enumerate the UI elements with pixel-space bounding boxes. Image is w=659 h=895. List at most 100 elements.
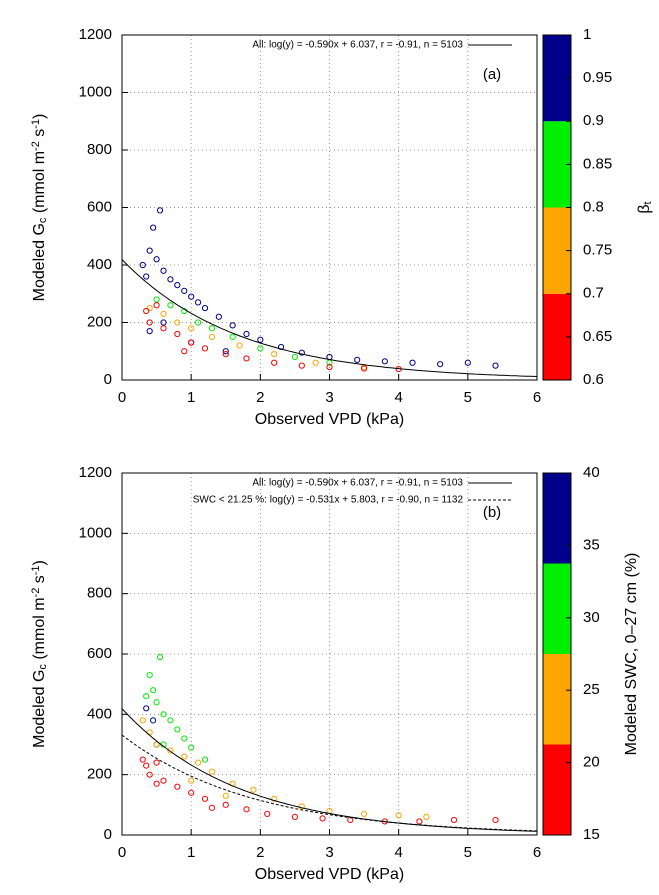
point bbox=[153, 780, 160, 787]
colorbar-tick-label: 25 bbox=[583, 681, 600, 698]
colorbar-tick-label: 30 bbox=[583, 609, 600, 626]
x-tick-label: 3 bbox=[325, 389, 333, 406]
x-tick-label: 0 bbox=[118, 844, 126, 861]
point bbox=[174, 726, 181, 733]
point bbox=[153, 741, 160, 748]
y-tick-label: 800 bbox=[87, 585, 112, 602]
point bbox=[437, 361, 444, 368]
y-axis-label-part: s bbox=[31, 129, 48, 141]
fit-line bbox=[121, 259, 538, 377]
point bbox=[243, 806, 250, 813]
point bbox=[150, 687, 157, 694]
point bbox=[174, 783, 181, 790]
y-axis-label-part: -1 bbox=[30, 565, 42, 575]
y-axis-label-part: s bbox=[31, 575, 48, 587]
point bbox=[326, 363, 333, 371]
point bbox=[150, 224, 157, 231]
y-tick-label: 400 bbox=[87, 256, 112, 273]
point bbox=[271, 795, 278, 802]
point bbox=[153, 699, 160, 706]
point bbox=[271, 359, 278, 366]
y-tick-label: 1000 bbox=[79, 83, 112, 100]
point bbox=[423, 813, 430, 821]
y-tick-label: 200 bbox=[87, 766, 112, 783]
point bbox=[181, 348, 188, 355]
point bbox=[181, 287, 188, 294]
colorbar-label-part: β bbox=[636, 204, 653, 213]
point bbox=[139, 756, 146, 763]
y-axis-label-part: ) bbox=[31, 560, 48, 565]
point bbox=[194, 759, 202, 766]
colorbar-tick-label: 35 bbox=[583, 536, 600, 553]
colorbar-label-part: Modeled SWC, 0–27 cm (%) bbox=[623, 553, 640, 756]
point bbox=[416, 818, 423, 825]
y-tick-label: 200 bbox=[87, 313, 112, 330]
x-axis-label: Observed VPD (kPa) bbox=[255, 866, 404, 883]
point bbox=[264, 810, 271, 817]
colorbar-tick-label: 0.8 bbox=[583, 198, 604, 215]
point bbox=[243, 330, 250, 338]
point bbox=[160, 325, 167, 332]
point bbox=[229, 333, 236, 340]
point bbox=[222, 792, 229, 799]
point bbox=[167, 717, 174, 724]
point bbox=[354, 356, 361, 363]
point bbox=[160, 777, 167, 784]
point bbox=[188, 777, 195, 784]
plot-frame bbox=[121, 34, 538, 381]
point bbox=[188, 293, 195, 300]
point bbox=[160, 319, 167, 326]
point bbox=[188, 744, 195, 751]
point bbox=[150, 717, 157, 724]
point bbox=[188, 789, 195, 796]
x-tick-label: 3 bbox=[325, 844, 333, 861]
point bbox=[146, 672, 153, 679]
point bbox=[194, 319, 202, 326]
point bbox=[146, 247, 153, 254]
point bbox=[277, 343, 285, 351]
fit-label: All: log(y) = -0.590x + 6.037, r = -0.91… bbox=[252, 40, 463, 51]
point bbox=[215, 313, 222, 320]
point bbox=[167, 276, 174, 283]
point bbox=[257, 345, 264, 352]
x-tick-label: 1 bbox=[187, 389, 195, 406]
point bbox=[208, 768, 216, 775]
y-axis-label-part: c bbox=[37, 217, 49, 223]
point bbox=[222, 801, 229, 808]
y-axis-label: Modeled Gc (mmol m-2 s-1) bbox=[30, 560, 50, 748]
point bbox=[208, 804, 216, 811]
point bbox=[298, 349, 305, 356]
y-tick-label: 1200 bbox=[79, 464, 112, 481]
x-tick-label: 4 bbox=[394, 389, 402, 406]
colorbar-tick-label: 20 bbox=[583, 754, 600, 771]
x-tick-label: 1 bbox=[187, 844, 195, 861]
y-tick-label: 400 bbox=[87, 705, 112, 722]
colorbar-label: Modeled SWC, 0–27 cm (%) bbox=[623, 553, 640, 756]
colorbar-tick-label: 0.75 bbox=[583, 242, 612, 259]
point bbox=[201, 305, 209, 312]
point bbox=[208, 325, 216, 332]
point bbox=[160, 310, 167, 317]
x-tick-label: 5 bbox=[464, 844, 472, 861]
colorbar-band bbox=[543, 563, 571, 654]
x-tick-label: 5 bbox=[464, 389, 472, 406]
point bbox=[174, 330, 181, 338]
colorbar-band bbox=[543, 473, 571, 564]
point bbox=[229, 322, 236, 329]
point bbox=[201, 345, 209, 352]
point bbox=[257, 336, 264, 343]
x-tick-label: 0 bbox=[118, 389, 126, 406]
point bbox=[360, 810, 368, 817]
y-tick-label: 0 bbox=[104, 371, 112, 388]
colorbar-band bbox=[543, 654, 571, 745]
point bbox=[250, 786, 257, 793]
fit-line bbox=[121, 708, 538, 832]
point bbox=[153, 296, 160, 303]
point bbox=[188, 325, 195, 332]
y-axis-label-part: -2 bbox=[30, 588, 42, 598]
point bbox=[492, 362, 499, 369]
point bbox=[167, 747, 174, 754]
colorbar-label: βt bbox=[636, 201, 654, 213]
point bbox=[156, 207, 164, 214]
colorbar-tick-label: 0.95 bbox=[583, 69, 612, 86]
